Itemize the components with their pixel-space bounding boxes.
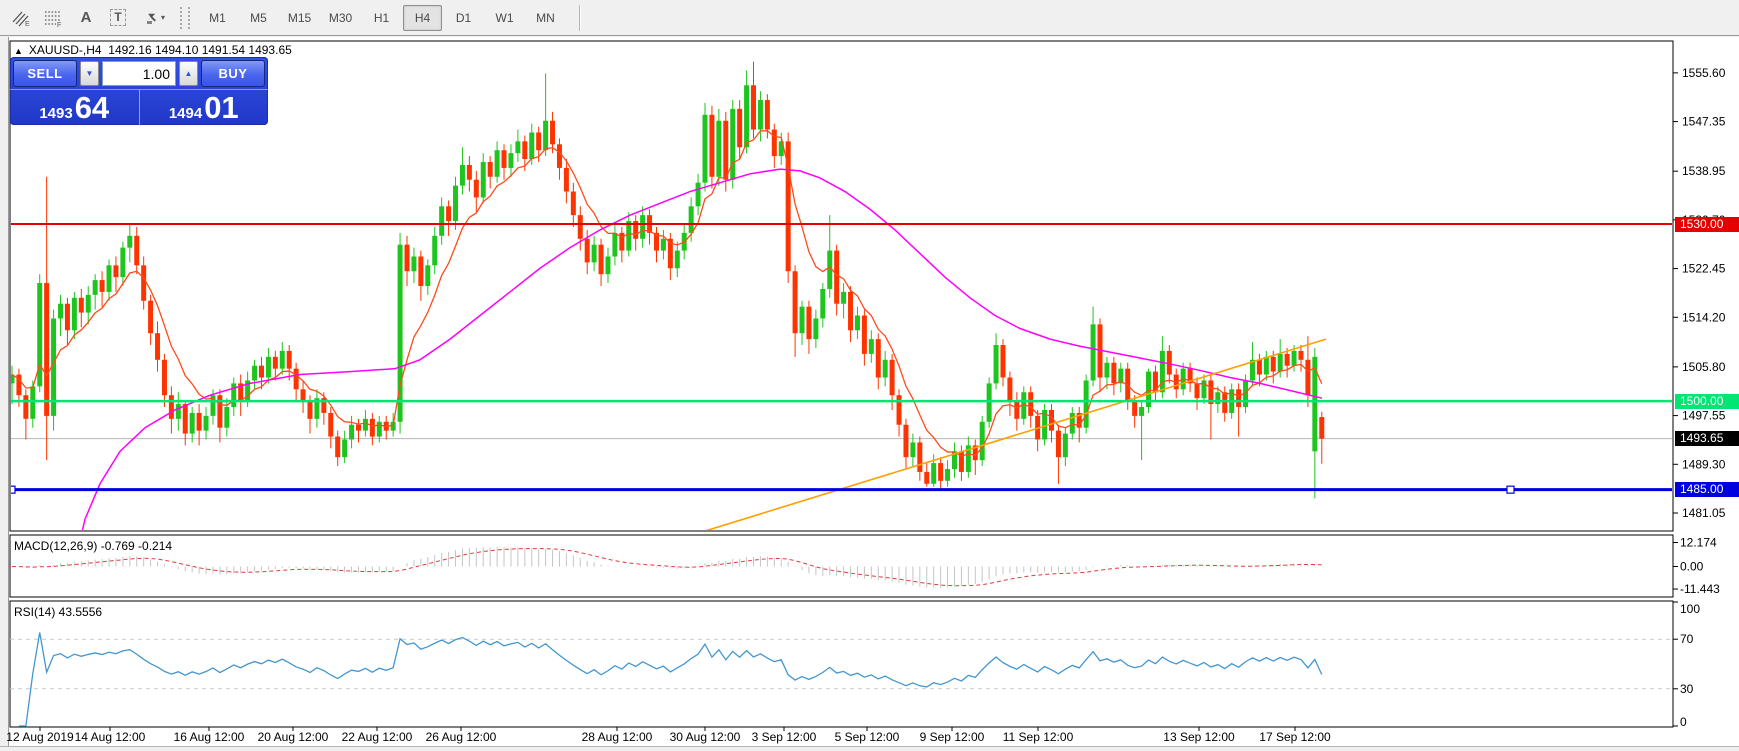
ma-slow-line (81, 168, 1323, 530)
tool-glyph: A (80, 9, 92, 26)
price-tick-label: 1514.20 (1682, 310, 1726, 324)
chevron-down-icon: ▾ (160, 13, 165, 22)
date-tick-label: 17 Sep 12:00 (1259, 730, 1331, 744)
rsi-pane[interactable] (9, 600, 1674, 728)
date-tick-label: 22 Aug 12:00 (342, 730, 413, 744)
price-tick-label: 1505.80 (1682, 360, 1726, 374)
current-price-badge: 1493.65 (1675, 431, 1739, 447)
candles-layer (11, 61, 1325, 499)
rsi-layers (10, 632, 1673, 727)
price-tick-label: 1547.35 (1682, 115, 1726, 129)
rsi-tick-label: 100 (1680, 602, 1700, 616)
date-tick-label: 26 Aug 12:00 (426, 730, 497, 744)
one-click-trading-panel: SELL ▼ ▲ BUY 1493 64 1494 01 (10, 57, 268, 125)
price-tick-label: 1497.55 (1682, 409, 1726, 423)
macd-tick-label: 12.174 (1680, 536, 1717, 550)
toolbar-separator (579, 4, 581, 31)
trade-panel-prices: 1493 64 1494 01 (10, 89, 268, 125)
tool-glyph: T (110, 9, 126, 26)
main-pane[interactable] (9, 40, 1674, 532)
tool-glyph: E (25, 21, 30, 27)
date-tick-label: 3 Sep 12:00 (752, 730, 817, 744)
symbol-label: XAUUSD-,H4 (28, 43, 102, 57)
timeframe-group: M1 M5 M15 M30 H1 H4 D1 W1 MN (198, 4, 565, 31)
date-tick-label: 5 Sep 12:00 (835, 730, 900, 744)
date-tick-label: 14 Aug 12:00 (75, 730, 146, 744)
fibonacci-retracement-icon[interactable]: F (38, 3, 70, 33)
timeframe-button-M15[interactable]: M15 (287, 10, 312, 25)
timeframe-button-D1[interactable]: D1 (455, 10, 472, 25)
timeframe-button-H1[interactable]: H1 (373, 10, 390, 25)
price-axis[interactable]: 1555.601547.351538.951530.701522.451514.… (1673, 66, 1726, 729)
trade-panel-controls: SELL ▼ ▲ BUY (10, 57, 268, 87)
equidistant-channel-icon[interactable]: E (6, 3, 38, 33)
timeframe-button-M30[interactable]: M30 (328, 10, 353, 25)
price-tick-label: 1489.30 (1682, 457, 1726, 471)
date-tick-label: 28 Aug 12:00 (582, 730, 653, 744)
hline-badge-1530.00: 1530.00 (1675, 216, 1739, 232)
buy-price-pips: 01 (204, 90, 239, 125)
text-box-icon[interactable]: T (102, 3, 134, 33)
main-pane-layers (8, 61, 1672, 530)
price-divider (138, 90, 140, 125)
date-tick-label: 11 Sep 12:00 (1003, 730, 1074, 744)
toolbar: E F A T ▾ M1 M5 M15 M30 H1 H4 D1 W1 MN (0, 0, 1739, 36)
macd-tick-label: -11.443 (1680, 582, 1720, 596)
volume-increase-button[interactable]: ▲ (179, 61, 198, 86)
buy-price[interactable]: 1494 01 (140, 90, 269, 125)
date-tick-label: 12 Aug 2019 (6, 730, 74, 744)
date-tick-label: 30 Aug 12:00 (670, 730, 741, 744)
volume-decrease-button[interactable]: ▼ (80, 61, 99, 86)
ma-fast-line (11, 130, 1323, 458)
sell-price-pips: 64 (74, 90, 110, 125)
timeframe-button-H4[interactable]: H4 (403, 4, 442, 31)
macd-layers (11, 546, 1323, 588)
date-tick-label: 13 Sep 12:00 (1163, 730, 1235, 744)
volume-input[interactable] (102, 61, 176, 86)
macd-label: MACD(12,26,9) -0.769 -0.214 (14, 539, 173, 553)
rsi-label: RSI(14) 43.5556 (14, 605, 103, 619)
price-tick-label: 1481.05 (1682, 506, 1726, 520)
date-tick-label: 16 Aug 12:00 (174, 730, 245, 744)
ohlc-values: 1492.16 1494.10 1491.54 1493.65 (108, 43, 292, 57)
chart-title: ▲ XAUUSD-,H4 1492.16 1494.10 1491.54 1493… (14, 43, 292, 57)
sell-price[interactable]: 1493 64 (10, 90, 139, 125)
buy-button[interactable]: BUY (201, 60, 265, 87)
window-bottom-edge (0, 746, 1739, 751)
date-tick-label: 20 Aug 12:00 (258, 730, 329, 744)
hline-badge-1500.00: 1500.00 (1675, 393, 1739, 409)
timeframe-button-W1[interactable]: W1 (495, 10, 514, 25)
price-tick-label: 1555.60 (1682, 66, 1726, 80)
macd-signal-line (11, 548, 1322, 587)
date-tick-label: 9 Sep 12:00 (920, 730, 985, 744)
text-label-icon[interactable]: A (70, 3, 102, 33)
timeframe-button-M1[interactable]: M1 (209, 10, 226, 25)
tool-glyph: F (57, 22, 61, 27)
price-tick-label: 1538.95 (1682, 164, 1726, 178)
collapse-arrow-icon[interactable]: ▲ (14, 46, 23, 56)
price-tick-label: 1522.45 (1682, 262, 1726, 276)
sell-price-major: 1493 (39, 105, 73, 122)
sell-button[interactable]: SELL (13, 60, 77, 87)
hline-handle[interactable] (8, 485, 16, 494)
hline-badge-1485.00: 1485.00 (1675, 482, 1739, 498)
rsi-tick-label: 0 (1680, 715, 1687, 729)
arrow-tools-icon[interactable]: ▾ (134, 3, 174, 33)
toolbar-grip[interactable] (180, 6, 190, 29)
buy-price-major: 1494 (168, 105, 203, 122)
trendline (705, 338, 1327, 530)
rsi-tick-label: 30 (1680, 682, 1694, 696)
time-axis[interactable]: 12 Aug 2019 14 Aug 12:00 16 Aug 12:00 20 Au… (6, 727, 1331, 744)
macd-pane[interactable] (9, 534, 1674, 598)
macd-tick-label: 0.00 (1680, 560, 1704, 574)
rsi-tick-label: 70 (1680, 632, 1694, 646)
timeframe-button-M5[interactable]: M5 (250, 10, 267, 25)
hline-handle[interactable] (1506, 485, 1515, 494)
timeframe-button-MN[interactable]: MN (536, 10, 555, 25)
rsi-line (18, 632, 1323, 727)
